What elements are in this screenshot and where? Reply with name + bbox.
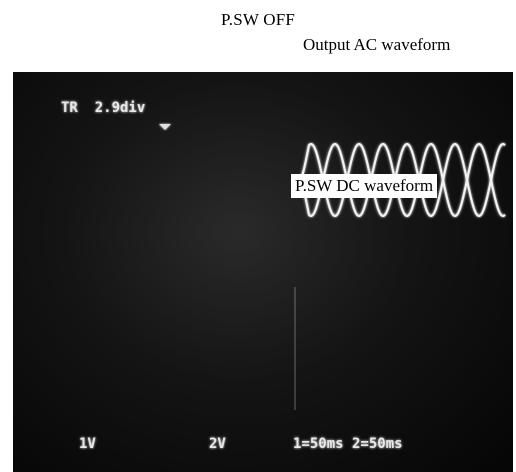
oscilloscope-screen: TR 2.9div 1V 2V 1=50ms 2=50ms — [13, 72, 513, 472]
scope-traces: TR 2.9div 1V 2V 1=50ms 2=50ms — [27, 100, 507, 452]
time-scale-label: 1=50ms 2=50ms — [293, 436, 403, 452]
ch2-scale-label: 2V — [209, 436, 226, 452]
ac-waveform-caption: Output AC waveform — [299, 33, 455, 57]
trigger-readout: TR 2.9div — [61, 100, 145, 116]
dc-waveform-caption: P.SW DC waveform — [291, 174, 438, 198]
page-title: P.SW OFF — [220, 10, 296, 29]
ac-waveform-upper — [298, 142, 506, 218]
trigger-marker-icon — [159, 124, 171, 130]
ch1-scale-label: 1V — [79, 436, 96, 452]
ac-waveform-lower — [298, 142, 506, 218]
